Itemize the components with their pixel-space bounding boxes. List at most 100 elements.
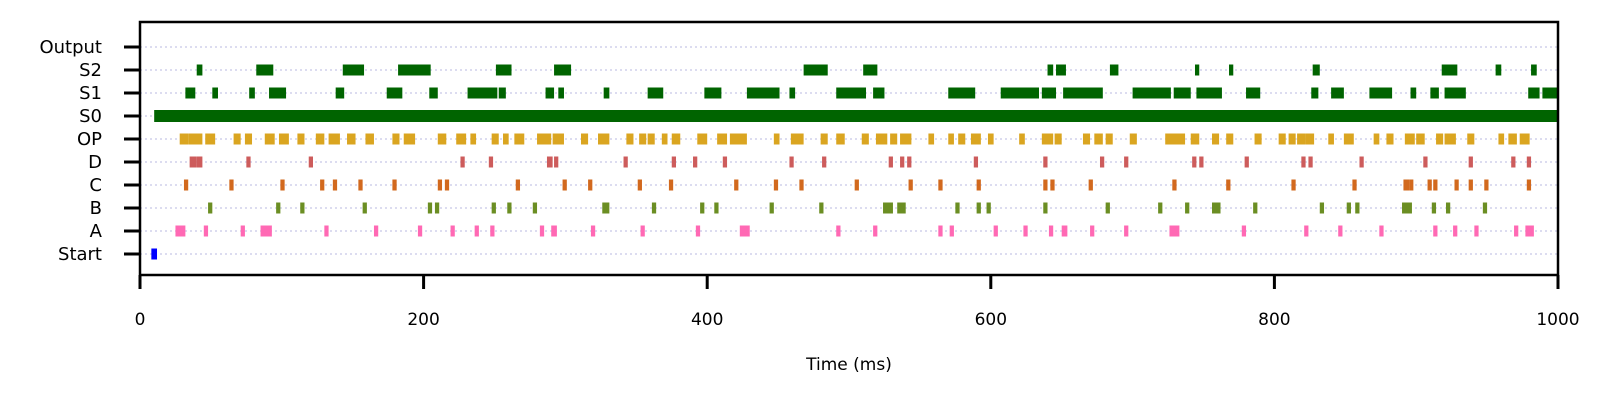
xtick-label-800: 800 [1258, 310, 1290, 330]
event-op-6 [278, 133, 289, 145]
event-c-3 [320, 179, 325, 191]
event-op-51 [1129, 133, 1137, 145]
event-op-21 [552, 133, 564, 145]
event-c-21 [1043, 179, 1048, 191]
event-s2-15 [1495, 64, 1502, 76]
event-b-14 [819, 202, 824, 214]
event-c-26 [1291, 179, 1296, 191]
event-c-27 [1352, 179, 1357, 191]
ylabel-start: Start [58, 244, 102, 265]
event-op-10 [347, 133, 356, 145]
event-d-16 [907, 156, 912, 168]
event-b-18 [976, 202, 981, 214]
event-d-17 [973, 156, 979, 168]
event-s1-21 [1063, 87, 1103, 99]
event-s2-2 [342, 64, 365, 76]
event-d-21 [1192, 156, 1197, 168]
event-d-25 [1308, 156, 1313, 168]
event-c-11 [588, 179, 593, 191]
event-d-19 [1099, 156, 1105, 168]
event-b-11 [700, 202, 705, 214]
event-a-15 [739, 225, 750, 237]
event-a-2 [240, 225, 245, 237]
event-b-3 [362, 202, 367, 214]
event-b-26 [1319, 202, 1325, 214]
event-s2-1 [256, 64, 274, 76]
event-s1-5 [386, 87, 403, 99]
event-s1-29 [1410, 87, 1417, 99]
event-op-29 [697, 133, 708, 145]
ylabel-b: B [90, 198, 102, 219]
event-op-5 [264, 133, 275, 145]
event-s1-27 [1331, 87, 1344, 99]
event-a-35 [1525, 225, 1534, 237]
event-s2-14 [1441, 64, 1458, 76]
event-a-10 [539, 225, 545, 237]
event-a-5 [373, 225, 379, 237]
event-d-14 [888, 156, 893, 168]
event-s1-15 [789, 87, 796, 99]
event-s1-8 [498, 87, 506, 99]
event-s0-0 [154, 110, 1559, 122]
event-d-9 [671, 156, 677, 168]
event-op-69 [1467, 133, 1475, 145]
event-d-12 [789, 156, 794, 168]
event-c-15 [773, 179, 779, 191]
event-op-37 [875, 133, 888, 145]
event-s1-16 [836, 87, 867, 99]
event-op-3 [233, 133, 241, 145]
event-c-0 [183, 179, 189, 191]
event-a-19 [949, 225, 954, 237]
event-a-3 [260, 225, 272, 237]
event-s1-23 [1173, 87, 1191, 99]
event-c-23 [1088, 179, 1093, 191]
event-op-36 [861, 133, 869, 145]
event-b-32 [1482, 202, 1488, 214]
event-op-2 [205, 133, 216, 145]
event-s1-10 [558, 87, 564, 99]
event-a-28 [1304, 225, 1309, 237]
event-a-25 [1124, 225, 1129, 237]
event-b-29 [1402, 202, 1412, 214]
event-c-6 [392, 179, 397, 191]
event-op-56 [1254, 133, 1262, 145]
event-a-9 [490, 225, 495, 237]
event-op-33 [790, 133, 804, 145]
event-b-4 [427, 202, 433, 214]
event-op-13 [403, 133, 416, 145]
event-b-15 [883, 202, 893, 214]
event-c-25 [1226, 179, 1231, 191]
event-op-24 [626, 133, 634, 145]
event-s1-1 [212, 87, 218, 99]
xtick-label-1000: 1000 [1536, 310, 1579, 330]
event-a-12 [590, 225, 596, 237]
event-b-22 [1158, 202, 1163, 214]
event-op-4 [244, 133, 253, 145]
event-marks [151, 64, 1559, 260]
event-d-0 [189, 156, 197, 168]
event-op-58 [1288, 133, 1296, 145]
event-s2-3 [398, 64, 431, 76]
event-s1-14 [746, 87, 780, 99]
event-d-6 [546, 156, 553, 168]
event-a-4 [324, 225, 329, 237]
event-op-42 [958, 133, 966, 145]
event-b-8 [532, 202, 538, 214]
event-s1-30 [1430, 87, 1439, 99]
event-op-53 [1190, 133, 1200, 145]
event-b-1 [276, 202, 281, 214]
event-s1-22 [1132, 87, 1171, 99]
event-op-9 [328, 133, 340, 145]
event-op-65 [1404, 133, 1415, 145]
ylabel-a: A [90, 221, 103, 242]
event-s2-8 [1047, 64, 1054, 76]
event-s1-13 [704, 87, 722, 99]
xtick-label-400: 400 [691, 310, 723, 330]
event-s1-6 [429, 87, 438, 99]
event-start-0 [151, 248, 158, 260]
event-c-2 [280, 179, 285, 191]
event-c-7 [437, 179, 443, 191]
event-d-1 [196, 156, 203, 168]
event-s2-5 [554, 64, 572, 76]
event-op-48 [1082, 133, 1091, 145]
